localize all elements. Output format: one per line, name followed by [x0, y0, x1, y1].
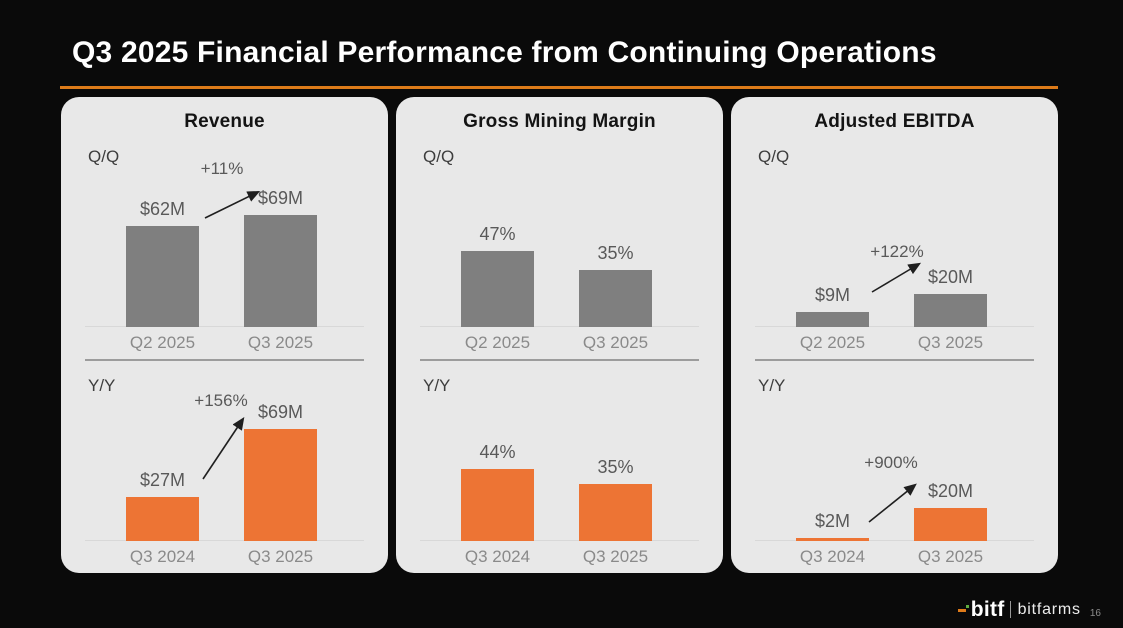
bar-value-label: $69M — [257, 402, 304, 422]
bar-q3-2025 — [244, 429, 317, 541]
section-divider — [755, 359, 1034, 361]
x-axis-label: Q3 2025 — [917, 547, 984, 566]
x-axis-label: Q3 2024 — [129, 547, 196, 566]
x-axis-label: Q3 2025 — [247, 547, 314, 566]
x-axis-labels: Q2 2025 Q3 2025 — [396, 327, 723, 357]
x-axis-labels: Q3 2024 Q3 2025 — [731, 541, 1058, 571]
bar-value-label: $9M — [814, 285, 850, 305]
page-number: 16 — [1089, 608, 1101, 619]
title-underline — [60, 86, 1058, 89]
delta-label: +122% — [870, 242, 924, 261]
panel-gross-mining-margin: Gross Mining Margin Q/Q 47% 35% Q2 2025 Q3 20… — [396, 97, 723, 573]
bar-q3-2025 — [579, 484, 652, 541]
chart-gross-mining-margin-q-q: 47% 35% — [396, 137, 723, 327]
panels-container: Revenue Q/Q $62M $69M +11% Q2 2025 Q3 2025 Y/Y $… — [61, 97, 1059, 573]
slide-footer: bitf bitfarms 16 — [957, 598, 1101, 621]
x-axis-labels: Q3 2024 Q3 2025 — [61, 541, 388, 571]
axis-baseline — [420, 540, 699, 541]
logo-ticker: bitf — [970, 598, 1005, 621]
x-axis-labels: Q2 2025 Q3 2025 — [61, 327, 388, 357]
chart-gross-mining-margin-y-y: 44% 35% — [396, 363, 723, 541]
comparison-label: Q/Q — [88, 147, 120, 166]
x-axis-label: Q2 2025 — [464, 333, 531, 352]
axis-baseline — [85, 540, 364, 541]
comparison-label: Y/Y — [758, 376, 786, 395]
section-divider — [420, 359, 699, 361]
delta-label: +900% — [864, 453, 918, 472]
logo-pixel — [965, 604, 969, 608]
x-axis-label: Q3 2025 — [917, 333, 984, 352]
chart-revenue-y-y: $27M $69M +156% — [61, 363, 388, 541]
chart-adjusted-ebitda-q-q: $9M $20M +122% — [731, 137, 1058, 327]
logo-dash — [957, 608, 966, 612]
bar-q2-2025 — [796, 312, 869, 327]
page-title: Q3 2025 Financial Performance from Conti… — [72, 36, 937, 69]
axis-baseline — [85, 326, 364, 327]
bar-q3-2024 — [126, 497, 199, 541]
x-axis-label: Q3 2024 — [799, 547, 866, 566]
bar-q3-2025 — [244, 215, 317, 327]
bar-value-label: $20M — [927, 481, 974, 501]
bar-q2-2025 — [461, 251, 534, 327]
bar-value-label: $69M — [257, 188, 304, 208]
panel-title: Adjusted EBITDA — [814, 111, 975, 132]
bar-value-label: $2M — [814, 511, 850, 531]
bar-value-label: 47% — [479, 224, 516, 244]
x-axis-label: Q3 2024 — [464, 547, 531, 566]
panel-revenue: Revenue Q/Q $62M $69M +11% Q2 2025 Q3 2025 Y/Y $… — [61, 97, 388, 573]
x-axis-labels: Q2 2025 Q3 2025 — [731, 327, 1058, 357]
bar-q3-2025 — [914, 294, 987, 327]
section-revenue-q-q: Q/Q $62M $69M +11% Q2 2025 Q3 2025 — [61, 137, 388, 357]
bar-q3-2025 — [914, 508, 987, 541]
bar-value-label: 35% — [597, 457, 634, 477]
x-axis-label: Q3 2025 — [247, 333, 314, 352]
x-axis-labels: Q3 2024 Q3 2025 — [396, 541, 723, 571]
section-gross-mining-margin-q-q: Q/Q 47% 35% Q2 2025 Q3 2025 — [396, 137, 723, 357]
bar-value-label: $62M — [139, 199, 186, 219]
panel-title: Revenue — [184, 111, 265, 132]
chart-revenue-q-q: $62M $69M +11% — [61, 137, 388, 327]
delta-label: +11% — [200, 159, 244, 178]
x-axis-label: Q3 2025 — [582, 547, 649, 566]
bar-q2-2025 — [126, 226, 199, 327]
bar-value-label: 35% — [597, 243, 634, 263]
axis-baseline — [420, 326, 699, 327]
bar-q3-2024 — [796, 538, 869, 541]
axis-baseline — [755, 540, 1034, 541]
comparison-label: Q/Q — [423, 147, 455, 166]
comparison-label: Q/Q — [758, 147, 790, 166]
section-divider — [85, 359, 364, 361]
axis-baseline — [755, 326, 1034, 327]
logo-separator — [1009, 601, 1011, 618]
bitfarms-logo-icon — [957, 604, 969, 616]
x-axis-label: Q3 2025 — [582, 333, 649, 352]
bar-value-label: $20M — [927, 267, 974, 287]
section-adjusted-ebitda-q-q: Q/Q $9M $20M +122% Q2 2025 Q3 2025 — [731, 137, 1058, 357]
bar-value-label: 44% — [479, 442, 516, 462]
comparison-label: Y/Y — [88, 376, 116, 395]
bar-q3-2024 — [461, 469, 534, 541]
logo-company-name: bitfarms — [1017, 600, 1081, 618]
bar-q3-2025 — [579, 270, 652, 327]
comparison-label: Y/Y — [423, 376, 451, 395]
section-gross-mining-margin-y-y: Y/Y 44% 35% Q3 2024 Q3 2025 — [396, 363, 723, 571]
panel-adjusted-ebitda: Adjusted EBITDA Q/Q $9M $20M +122% Q2 2025 Q3 … — [731, 97, 1058, 573]
chart-adjusted-ebitda-y-y: $2M $20M +900% — [731, 363, 1058, 541]
section-adjusted-ebitda-y-y: Y/Y $2M $20M +900% Q3 2024 Q3 2025 — [731, 363, 1058, 571]
section-revenue-y-y: Y/Y $27M $69M +156% Q3 2024 Q3 2025 — [61, 363, 388, 571]
bar-value-label: $27M — [139, 470, 186, 490]
delta-label: +156% — [194, 391, 248, 410]
x-axis-label: Q2 2025 — [129, 333, 196, 352]
panel-title: Gross Mining Margin — [463, 111, 656, 132]
x-axis-label: Q2 2025 — [799, 333, 866, 352]
